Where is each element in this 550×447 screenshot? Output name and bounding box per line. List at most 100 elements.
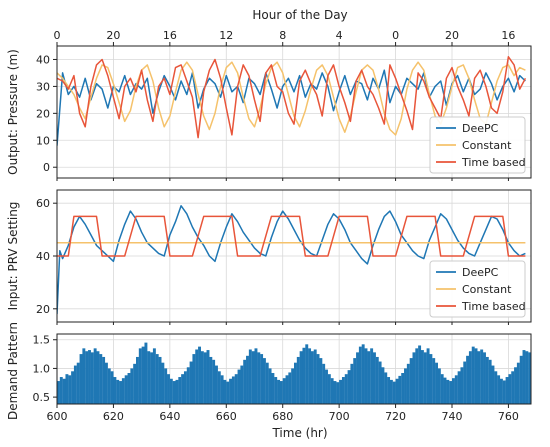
- y-tick-label: 1.5: [33, 334, 51, 347]
- data-layer: [57, 56, 527, 146]
- demand-bar: [485, 356, 489, 404]
- x-tick-label: 720: [385, 410, 406, 423]
- demand-bar: [62, 378, 66, 404]
- demand-bar: [68, 375, 72, 404]
- legend-label: Constant: [462, 283, 512, 296]
- top-tick-label: 20: [106, 29, 120, 42]
- pressure-ylabel: Output: Pressure (m): [6, 49, 20, 175]
- demand-bar: [511, 371, 515, 404]
- demand-bar: [186, 367, 190, 404]
- demand-bar: [375, 356, 379, 404]
- demand-bar: [107, 368, 111, 404]
- series-line-deepc: [57, 205, 526, 315]
- demand-bar: [79, 354, 83, 404]
- demand-bar: [525, 351, 529, 404]
- demand-bar: [471, 346, 475, 404]
- demand-bar: [344, 374, 348, 404]
- demand-bar: [181, 374, 185, 404]
- x-tick-label: 740: [442, 410, 463, 423]
- demand-bar: [449, 381, 453, 404]
- legend: DeePC Constant Time based: [429, 260, 526, 318]
- demand-bar: [341, 377, 345, 404]
- demand-bar: [381, 367, 385, 404]
- demand-bar: [192, 354, 196, 404]
- legend: DeePC Constant Time based: [429, 116, 526, 174]
- demand-bar: [291, 368, 295, 404]
- demand-bar: [90, 352, 94, 404]
- demand-bar: [138, 348, 142, 404]
- demand-bar: [514, 367, 517, 404]
- demand-bar: [404, 368, 407, 404]
- top-tick-label: 20: [445, 29, 459, 42]
- demand-bar: [446, 379, 450, 404]
- demand-bar: [96, 351, 100, 404]
- demand-bar: [409, 358, 413, 404]
- demand-bar: [243, 359, 247, 404]
- demand-bar: [141, 346, 145, 404]
- demand-bar: [440, 374, 444, 404]
- bottom-axis-title: Time (hr): [271, 426, 327, 440]
- demand-bar: [209, 356, 213, 404]
- demand-bar: [254, 348, 258, 404]
- demand-bar: [73, 365, 77, 404]
- demand-bar: [234, 374, 238, 404]
- demand-bar: [522, 350, 526, 404]
- demand-bar: [274, 377, 278, 404]
- demand-bar: [76, 362, 80, 404]
- demand-bar: [420, 350, 424, 404]
- demand-bar: [144, 342, 148, 404]
- demand-bar: [488, 359, 492, 404]
- demand-bar: [310, 351, 314, 404]
- demand-bar: [203, 352, 207, 404]
- y-tick-label: 30: [36, 80, 50, 93]
- demand-bar: [339, 379, 343, 404]
- demand-bar: [116, 379, 120, 404]
- demand-bar: [401, 373, 405, 404]
- top-tick-label: 12: [219, 29, 233, 42]
- demand-bar: [161, 362, 165, 404]
- demand-bar: [164, 368, 168, 404]
- panel-demand: 0.5 1.0 1.5 600 620 640 660 680 700 720 740 760: [33, 333, 548, 423]
- x-tick-label: 600: [47, 410, 68, 423]
- demand-bar: [178, 377, 182, 404]
- demand-bar: [460, 367, 464, 404]
- demand-bar: [499, 378, 503, 404]
- demand-bar: [200, 351, 204, 404]
- demand-bar: [491, 365, 495, 404]
- demand-bar: [316, 354, 320, 404]
- demand-bar: [133, 363, 137, 404]
- demand-bar: [169, 378, 173, 404]
- demand-bar: [454, 375, 458, 404]
- demand-bar: [121, 378, 125, 404]
- demand-bar: [220, 375, 224, 404]
- demand-bar: [277, 379, 280, 404]
- top-tick-label: 4: [336, 29, 343, 42]
- top-tick-label: 0: [392, 29, 399, 42]
- demand-bar: [519, 355, 523, 404]
- demand-bar: [189, 361, 193, 404]
- demand-bar: [212, 359, 216, 404]
- y-tick-label: 40: [36, 250, 50, 263]
- axes-frame: [56, 45, 532, 179]
- y-tick-label: 1.0: [33, 362, 51, 375]
- y-tick-label: 10: [36, 134, 50, 147]
- demand-bar: [229, 378, 233, 404]
- demand-bar: [452, 378, 455, 404]
- demand-bar: [406, 363, 410, 404]
- demand-bar: [262, 358, 266, 404]
- demand-bar: [327, 374, 331, 404]
- top-tick-label: 0: [54, 29, 61, 42]
- demand-bar: [257, 352, 261, 404]
- demand-bar: [336, 382, 340, 404]
- demand-bar: [537, 366, 540, 404]
- top-tick-label: 16: [163, 29, 177, 42]
- demand-bar: [545, 380, 548, 404]
- x-tick-label: 680: [272, 410, 293, 423]
- demand-bar: [82, 348, 86, 404]
- demand-bar: [150, 352, 154, 404]
- demand-bar: [260, 354, 264, 404]
- x-tick-label: 760: [498, 410, 519, 423]
- demand-bar: [539, 371, 542, 404]
- demand-bar: [389, 379, 393, 404]
